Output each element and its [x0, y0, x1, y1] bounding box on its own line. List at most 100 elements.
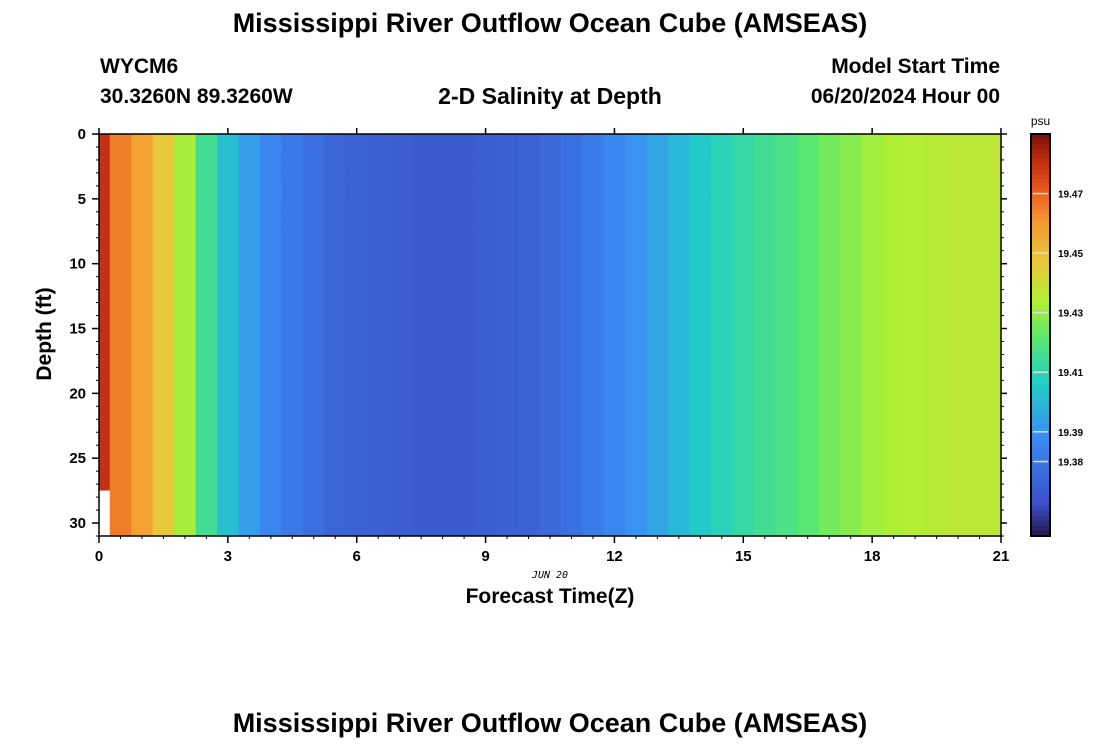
heatmap-cell	[99, 146, 111, 161]
heatmap-cell	[195, 146, 218, 161]
x-tick-label: 18	[864, 548, 881, 565]
heatmap-cell	[732, 159, 755, 174]
heatmap-cell	[689, 224, 712, 537]
heatmap-cell	[474, 185, 497, 200]
heatmap-cell	[947, 172, 970, 187]
colorbar-segment	[1031, 360, 1050, 366]
heatmap-cell	[861, 224, 884, 537]
colorbar-segment	[1031, 174, 1050, 180]
heatmap-cell	[324, 159, 347, 174]
colorbar-segment	[1031, 395, 1050, 401]
y-tick-label: 0	[78, 126, 86, 143]
colorbar-segment	[1031, 159, 1050, 165]
heatmap-cell	[453, 224, 476, 537]
heatmap-cell	[281, 185, 304, 200]
heatmap-cell	[603, 172, 626, 187]
heatmap-cell	[668, 185, 691, 200]
heatmap-cell	[324, 172, 347, 187]
heatmap-cell	[174, 146, 197, 161]
heatmap-cell	[711, 146, 734, 161]
heatmap-cell	[796, 211, 819, 226]
y-tick-label: 10	[69, 256, 86, 273]
heatmap-cell	[388, 211, 411, 226]
heatmap-cell	[324, 146, 347, 161]
heatmap-cell	[517, 185, 540, 200]
colorbar-segment	[1031, 249, 1050, 256]
colorbar: 19.47 19.45 19.43 19.41 19.39 19.38 psu	[1030, 114, 1083, 537]
heatmap-cell	[217, 224, 240, 537]
heatmap-cell	[882, 172, 905, 187]
heatmap-cell	[99, 172, 111, 187]
model-start-value: 06/20/2024 Hour 00	[810, 85, 1000, 108]
heatmap-cell	[303, 134, 325, 148]
colorbar-segment	[1031, 430, 1050, 436]
y-tick-label: 30	[69, 515, 86, 532]
heatmap-cell	[238, 185, 261, 200]
heatmap-cell	[174, 185, 197, 200]
colorbar-segment	[1031, 425, 1050, 431]
colorbar-segment	[1031, 530, 1050, 537]
heatmap-cell	[947, 185, 970, 200]
colorbar-segment	[1031, 254, 1050, 261]
colorbar-segment	[1031, 450, 1050, 457]
heatmap-cell	[990, 134, 1002, 148]
heatmap-cell	[947, 224, 970, 537]
colorbar-segment	[1031, 169, 1050, 175]
heatmap-cell	[968, 211, 991, 226]
heatmap-cell	[238, 211, 261, 226]
heatmap-cell	[990, 211, 1002, 226]
colorbar-segment	[1031, 239, 1050, 246]
heatmap-cell	[388, 224, 411, 537]
axes: 0 3 6 9 12 15 18 21 0 5 10 15 20 25 30	[69, 126, 1009, 565]
heatmap-cell	[625, 159, 648, 174]
heatmap-cell	[496, 159, 519, 174]
heatmap-cell	[99, 159, 111, 174]
heatmap-cell	[517, 146, 540, 161]
heatmap-cell	[882, 185, 905, 200]
x-tick-label: 6	[353, 548, 361, 565]
heatmap-cell	[882, 224, 905, 537]
heatmap-cell	[839, 185, 862, 200]
colorbar-segment	[1031, 435, 1050, 442]
colorbar-segment	[1031, 505, 1050, 512]
heatmap-cell	[99, 198, 111, 213]
heatmap-cell	[195, 224, 218, 537]
heatmap-cell	[904, 172, 927, 187]
heatmap-cell	[539, 172, 562, 187]
heatmap-cell	[453, 134, 476, 148]
colorbar-segment	[1031, 335, 1050, 341]
heatmap-cell	[689, 159, 712, 174]
x-axis-label: Forecast Time(Z)	[465, 585, 635, 608]
colorbar-segment	[1031, 314, 1050, 321]
colorbar-segment	[1031, 455, 1050, 462]
heatmap-cell	[646, 172, 669, 187]
heatmap-cell	[367, 134, 390, 148]
heatmap-cell	[324, 134, 347, 148]
heatmap-cell	[324, 211, 347, 226]
colorbar-segment	[1031, 465, 1050, 472]
heatmap-cell	[990, 172, 1002, 187]
heatmap-cell	[431, 198, 454, 213]
heatmap-cell	[839, 146, 862, 161]
heatmap-cell	[131, 224, 154, 537]
heatmap-cell	[968, 172, 991, 187]
heatmap-cell	[217, 185, 240, 200]
heatmap-cell	[303, 185, 325, 200]
heatmap-cell	[345, 172, 368, 187]
heatmap-cell	[281, 146, 304, 161]
colorbar-segment	[1031, 460, 1050, 467]
colorbar-segment	[1031, 525, 1050, 532]
heatmap-cell	[861, 211, 884, 226]
colorbar-segment	[1031, 410, 1050, 416]
heatmap-cell	[517, 224, 540, 537]
heatmap-cell	[732, 198, 755, 213]
heatmap-cell	[990, 198, 1002, 213]
colorbar-segment	[1031, 495, 1050, 502]
heatmap-cell	[131, 134, 154, 148]
heatmap-cell	[990, 159, 1002, 174]
colorbar-segment	[1031, 144, 1050, 150]
heatmap-cell	[839, 172, 862, 187]
heatmap-cell	[131, 211, 154, 226]
colorbar-segment	[1031, 470, 1050, 477]
heatmap-cell	[925, 146, 948, 161]
